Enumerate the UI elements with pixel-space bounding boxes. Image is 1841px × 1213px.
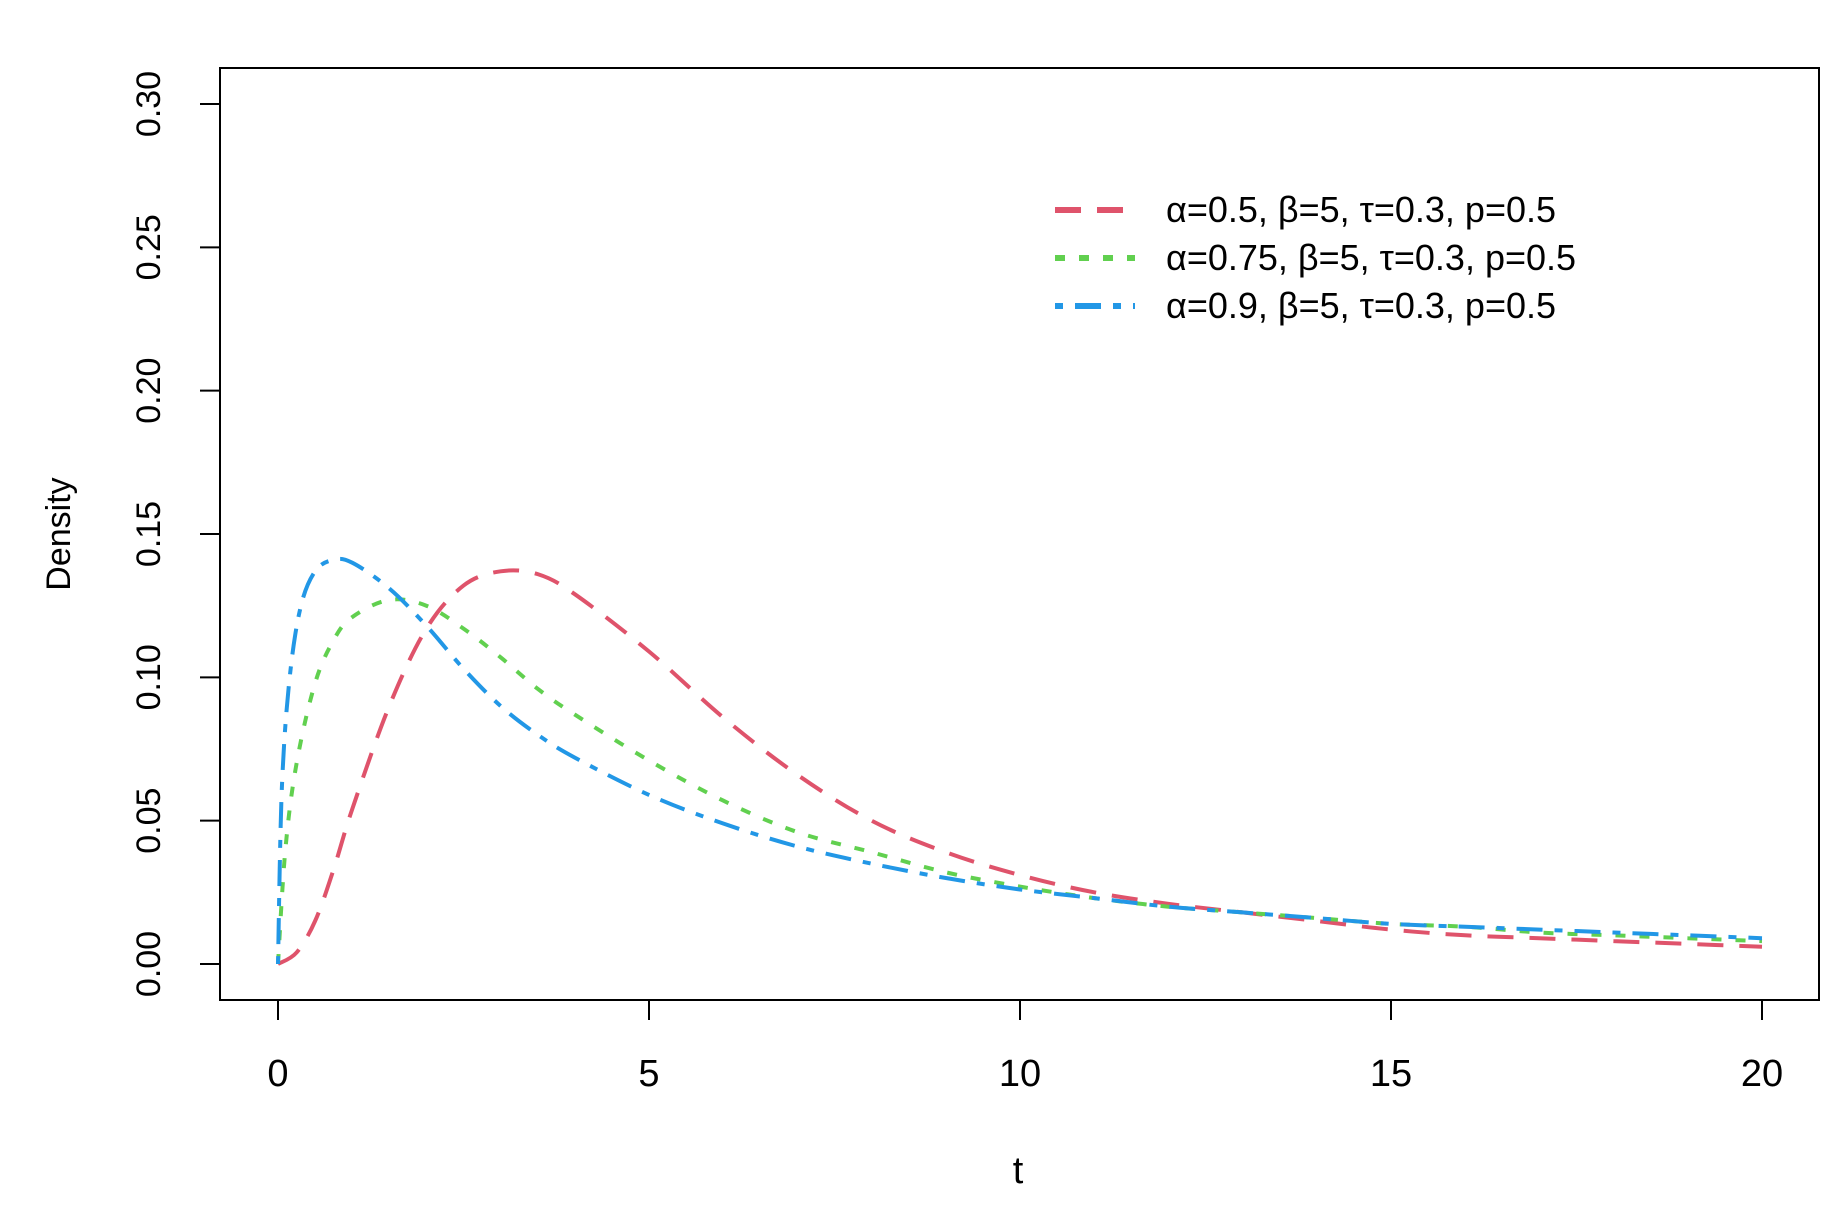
y-tick-label: 0.20 bbox=[130, 358, 168, 424]
x-tick-label: 20 bbox=[1741, 1053, 1783, 1095]
y-axis: 0.00 0.05 0.10 0.15 0.20 0.25 0.30 bbox=[130, 71, 221, 997]
legend-label-3: α=0.9, β=5, τ=0.3, p=0.5 bbox=[1166, 285, 1556, 326]
y-tick-label: 0.00 bbox=[130, 931, 168, 997]
y-tick-label: 0.10 bbox=[130, 644, 168, 710]
series-line-1 bbox=[276, 568, 1763, 966]
legend-label-2: α=0.75, β=5, τ=0.3, p=0.5 bbox=[1166, 237, 1576, 278]
series-line-3 bbox=[276, 556, 1763, 965]
y-tick-label: 0.30 bbox=[130, 71, 168, 137]
y-axis-label: Density bbox=[40, 477, 78, 590]
x-axis-label: t bbox=[1013, 1150, 1024, 1192]
legend: α=0.5, β=5, τ=0.3, p=0.5 α=0.75, β=5, τ=0… bbox=[1055, 189, 1576, 326]
x-tick-label: 0 bbox=[267, 1053, 288, 1095]
series-line-2 bbox=[276, 597, 1763, 965]
y-tick-label: 0.05 bbox=[130, 788, 168, 854]
plot-frame bbox=[219, 67, 1820, 1001]
x-tick-label: 15 bbox=[1370, 1053, 1412, 1095]
series-layer bbox=[276, 556, 1763, 966]
y-tick-label: 0.15 bbox=[130, 501, 168, 567]
x-tick-label: 5 bbox=[638, 1053, 659, 1095]
x-tick-label: 10 bbox=[999, 1053, 1041, 1095]
y-tick-label: 0.25 bbox=[130, 214, 168, 280]
x-axis: 0 5 10 15 20 bbox=[267, 999, 1783, 1095]
legend-label-1: α=0.5, β=5, τ=0.3, p=0.5 bbox=[1166, 189, 1556, 230]
